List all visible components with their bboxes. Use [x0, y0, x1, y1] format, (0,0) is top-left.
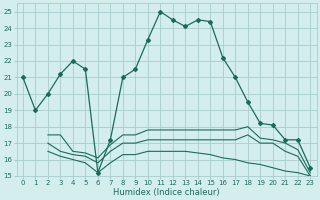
X-axis label: Humidex (Indice chaleur): Humidex (Indice chaleur) — [113, 188, 220, 197]
